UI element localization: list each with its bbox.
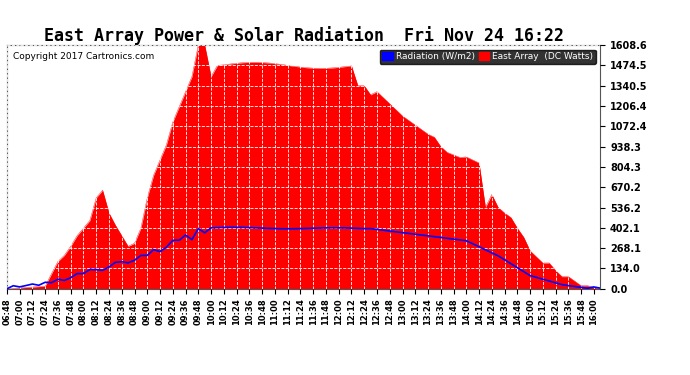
Title: East Array Power & Solar Radiation  Fri Nov 24 16:22: East Array Power & Solar Radiation Fri N… [43,26,564,45]
Text: Copyright 2017 Cartronics.com: Copyright 2017 Cartronics.com [13,53,154,61]
Legend: Radiation (W/m2), East Array  (DC Watts): Radiation (W/m2), East Array (DC Watts) [380,50,595,64]
